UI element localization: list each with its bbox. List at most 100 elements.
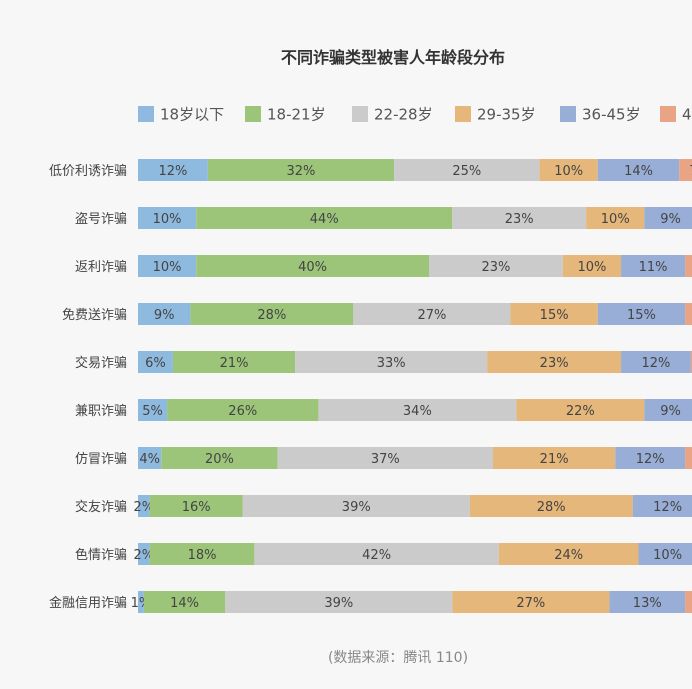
data-label-r4-s3: 23% [540, 356, 569, 371]
category-label-7: 交友诈骗 [75, 499, 127, 515]
category-labels: 低价利诱诈骗盗号诈骗返利诈骗免费送诈骗交易诈骗兼职诈骗仿冒诈骗交友诈骗色情诈骗金… [49, 164, 127, 611]
data-label-r1-s4: 9% [660, 212, 681, 227]
data-label-r8-s3: 24% [554, 548, 583, 563]
data-label-r5-s0: 5% [142, 404, 163, 419]
legend-label-5: 45 [682, 106, 692, 124]
bar-segment-r6-s5 [685, 447, 692, 469]
bar-segment-r3-s4 [597, 303, 686, 325]
legend-swatch-2 [352, 106, 368, 122]
bar-segment-r9-s1 [143, 591, 226, 613]
data-label-r5-s3: 22% [566, 404, 595, 419]
bar-segment-r0-s3 [539, 159, 598, 181]
bar-segment-r8-s3 [498, 543, 639, 565]
legend: 18岁以下 18-21岁 22-28岁 29-35岁 36-45岁 45 [138, 106, 692, 124]
bar-segment-r4-s2 [295, 351, 488, 373]
data-label-r3-s3: 15% [540, 308, 569, 323]
data-label-r7-s2: 39% [342, 500, 371, 515]
category-label-6: 仿冒诈骗 [75, 452, 127, 467]
data-label-r7-s3: 28% [537, 500, 566, 515]
data-label-r6-s4: 12% [636, 452, 665, 467]
data-label-r5-s4: 9% [660, 404, 681, 419]
bar-segment-r4-s4 [621, 351, 691, 373]
bar-segment-r1-s1 [196, 207, 453, 229]
bar-segment-r6-s4 [615, 447, 686, 469]
data-label-r2-s0: 10% [153, 260, 182, 275]
legend-swatch-4 [560, 106, 576, 122]
legend-label-3: 29-35岁 [477, 106, 536, 124]
data-label-r8-s2: 42% [362, 548, 391, 563]
data-label-r7-s1: 16% [182, 500, 211, 515]
data-label-r0-s0: 12% [158, 164, 187, 179]
data-label-r8-s4: 10% [653, 548, 682, 563]
data-label-r1-s0: 10% [153, 212, 182, 227]
bar-segment-r5-s4 [644, 399, 692, 421]
data-label-r4-s4: 12% [642, 356, 671, 371]
bar-segment-r3-s0 [138, 303, 191, 325]
legend-swatch-5 [660, 106, 676, 122]
category-label-2: 返利诈骗 [75, 260, 127, 275]
data-label-r9-s3: 27% [516, 596, 545, 611]
bar-segment-r4-s3 [487, 351, 622, 373]
bar-segment-r8-s2 [254, 543, 499, 565]
data-label-r3-s0: 9% [154, 308, 175, 323]
data-label-r8-s1: 18% [188, 548, 217, 563]
legend-swatch-1 [245, 106, 261, 122]
bar-segment-r9-s0 [138, 591, 144, 613]
legend-label-1: 18-21岁 [267, 106, 326, 124]
category-label-1: 盗号诈骗 [75, 211, 127, 227]
data-label-r0-s2: 25% [452, 164, 481, 179]
bar-segment-r7-s1 [149, 495, 243, 517]
bar-segment-r2-s3 [562, 255, 622, 277]
bar-segment-r8-s0 [138, 543, 150, 565]
bars: 12% 32% 25% 10% 14% 7% 10% 44% 23% 10% 9% 4% 10% 40% 2… [131, 159, 692, 613]
data-label-r0-s3: 10% [554, 164, 583, 179]
category-label-3: 免费送诈骗 [62, 308, 127, 323]
bar-segment-r9-s3 [452, 591, 610, 613]
bar-segment-r5-s0 [138, 399, 168, 421]
bar-segment-r8-s1 [149, 543, 255, 565]
legend-label-0: 18岁以下 [160, 106, 224, 124]
data-label-r1-s1: 44% [310, 212, 339, 227]
bar-segment-r7-s3 [469, 495, 633, 517]
data-label-r1-s3: 10% [601, 212, 630, 227]
category-label-5: 兼职诈骗 [75, 404, 127, 419]
data-label-r9-s2: 39% [324, 596, 353, 611]
data-label-r6-s2: 37% [371, 452, 400, 467]
category-label-0: 低价利诱诈骗 [49, 164, 127, 179]
bar-segment-r2-s0 [138, 255, 197, 277]
bar-segment-r3-s3 [510, 303, 598, 325]
data-label-r0-s5: 7% [689, 164, 692, 179]
data-label-r7-s4: 12% [653, 500, 682, 515]
bar-segment-r9-s2 [225, 591, 453, 613]
bar-segment-r0-s5 [679, 159, 692, 181]
data-label-r5-s2: 34% [403, 404, 432, 419]
bar-segment-r9-s5 [685, 591, 692, 613]
data-label-r7-s0: 2% [134, 500, 155, 515]
data-label-r3-s2: 27% [417, 308, 446, 323]
bar-segment-r6-s1 [161, 447, 278, 469]
bar-segment-r3-s1 [190, 303, 354, 325]
data-label-r2-s2: 23% [481, 260, 510, 275]
bar-segment-r1-s4 [644, 207, 692, 229]
bar-segment-r7-s0 [138, 495, 150, 517]
category-label-9: 金融信用诈骗 [49, 595, 127, 611]
legend-label-2: 22-28岁 [374, 106, 433, 124]
bar-segment-r6-s0 [138, 447, 162, 469]
bar-segment-r1-s2 [452, 207, 587, 229]
data-label-r9-s4: 13% [633, 596, 662, 611]
bar-segment-r2-s1 [196, 255, 429, 277]
category-label-4: 交易诈骗 [75, 355, 127, 371]
bar-segment-r3-s5 [685, 303, 692, 325]
bar-segment-r2-s4 [621, 255, 686, 277]
bar-segment-r7-s4 [632, 495, 692, 517]
bar-segment-r1-s3 [586, 207, 645, 229]
bar-segment-r4-s1 [172, 351, 296, 373]
bar-segment-r4-s5 [690, 351, 692, 373]
legend-swatch-0 [138, 106, 154, 122]
bar-segment-r0-s0 [138, 159, 208, 181]
bar-segment-r5-s2 [318, 399, 517, 421]
data-label-r5-s1: 26% [228, 404, 257, 419]
bar-segment-r3-s2 [353, 303, 511, 325]
bar-segment-r8-s4 [638, 543, 692, 565]
